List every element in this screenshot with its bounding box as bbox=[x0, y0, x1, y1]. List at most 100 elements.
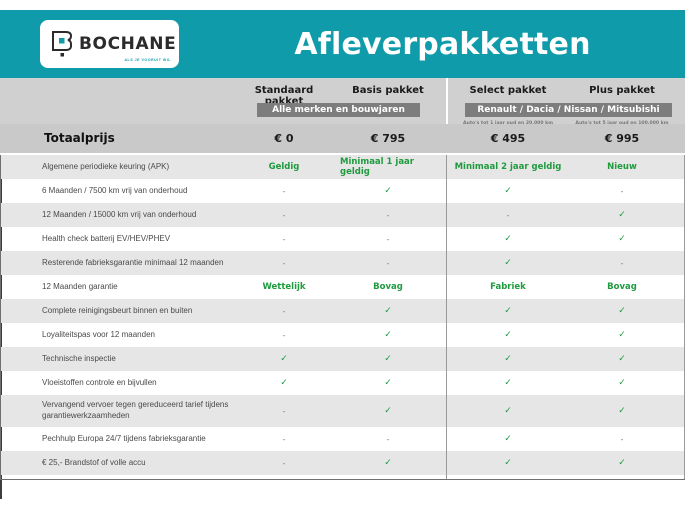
row-feature-label: Pechhulp Europa 24/7 tijdens fabrieksgar… bbox=[42, 433, 206, 443]
column-title-plus: Plus pakket bbox=[589, 85, 655, 96]
cell-plus: - bbox=[620, 434, 624, 444]
cell-plus: Bovag bbox=[607, 282, 637, 292]
cell-basis: - bbox=[386, 210, 390, 220]
cell-plus: - bbox=[620, 258, 624, 268]
cell-basis: Bovag bbox=[373, 282, 403, 292]
group-bar-right: Renault / Dacia / Nissan / Mitsubishi bbox=[465, 103, 672, 117]
cell-select: ✓ bbox=[504, 330, 512, 340]
table-row: Vloeistoffen controle en bijvullen ✓ ✓ ✓ ✓ bbox=[0, 371, 685, 395]
row-accent-bar bbox=[0, 275, 2, 299]
column-note-select: Auto's tot 1 jaar oud en 20.000 km bbox=[452, 121, 564, 126]
table-row: Technische inspectie ✓ ✓ ✓ ✓ bbox=[0, 347, 685, 371]
cell-standaard: Geldig bbox=[268, 162, 300, 172]
cell-basis: ✓ bbox=[384, 378, 392, 388]
cell-select: Fabriek bbox=[490, 282, 526, 292]
total-price-row bbox=[0, 124, 685, 153]
cell-basis: ✓ bbox=[384, 330, 392, 340]
cell-standaard: - bbox=[282, 434, 286, 444]
cell-standaard: Wettelijk bbox=[262, 282, 306, 292]
cell-standaard: - bbox=[282, 210, 286, 220]
bochane-logo: BOCHANE ALS JE VOORUIT WIL bbox=[40, 20, 179, 68]
bochane-logo-tagline: ALS JE VOORUIT WIL bbox=[124, 58, 171, 62]
cell-select: ✓ bbox=[504, 186, 512, 196]
cell-standaard: ✓ bbox=[280, 354, 288, 364]
cell-select: ✓ bbox=[504, 234, 512, 244]
table-row: Resterende fabrieksgarantie minimaal 12 … bbox=[0, 251, 685, 275]
table-row: Algemene periodieke keuring (APK) Geldig M… bbox=[0, 155, 685, 179]
table-row: Pechhulp Europa 24/7 tijdens fabrieksgar… bbox=[0, 427, 685, 451]
table-left-border bbox=[0, 155, 1, 480]
row-accent-bar bbox=[0, 323, 2, 347]
cell-standaard: - bbox=[282, 458, 286, 468]
table-bottom-border bbox=[0, 479, 685, 480]
row-accent-bar bbox=[0, 427, 2, 451]
table-row: 12 Maanden garantie Wettelijk Bovag Fabriek… bbox=[0, 275, 685, 299]
cell-plus: - bbox=[620, 186, 624, 196]
cell-basis: Minimaal 1 jaar geldig bbox=[340, 157, 414, 177]
cell-plus: ✓ bbox=[618, 354, 626, 364]
cell-basis: - bbox=[386, 258, 390, 268]
cell-plus: ✓ bbox=[618, 378, 626, 388]
row-accent-bar bbox=[0, 227, 2, 251]
table-row: Complete reinigingsbeurt binnen en buite… bbox=[0, 299, 685, 323]
cell-basis: ✓ bbox=[384, 306, 392, 316]
column-title-standaard: Standaard pakket bbox=[254, 85, 314, 107]
cell-plus: ✓ bbox=[618, 210, 626, 220]
cell-select: ✓ bbox=[504, 434, 512, 444]
row-feature-label: 12 Maanden / 15000 km vrij van onderhoud bbox=[42, 209, 197, 219]
cell-basis: ✓ bbox=[384, 458, 392, 468]
row-feature-label: Loyaliteitspas voor 12 maanden bbox=[42, 329, 155, 339]
page-banner: BOCHANE ALS JE VOORUIT WIL Afleverpakket… bbox=[0, 10, 685, 78]
row-feature-label: Algemene periodieke keuring (APK) bbox=[42, 161, 170, 171]
cell-basis: - bbox=[386, 434, 390, 444]
cell-select: ✓ bbox=[504, 258, 512, 268]
row-feature-label: 6 Maanden / 7500 km vrij van onderhoud bbox=[42, 185, 188, 195]
price-basis: € 795 bbox=[370, 132, 406, 145]
row-feature-label: € 25,- Brandstof of volle accu bbox=[42, 457, 146, 467]
cell-select: ✓ bbox=[504, 354, 512, 364]
cell-standaard: - bbox=[282, 258, 286, 268]
table-row: € 25,- Brandstof of volle accu - ✓ ✓ ✓ bbox=[0, 451, 685, 475]
header-group-divider bbox=[446, 78, 448, 153]
cell-plus: ✓ bbox=[618, 406, 626, 416]
column-title-select: Select pakket bbox=[469, 85, 547, 96]
table-row: 6 Maanden / 7500 km vrij van onderhoud - ✓… bbox=[0, 179, 685, 203]
cell-select: ✓ bbox=[504, 306, 512, 316]
column-note-plus: Auto's tot 5 jaar oud en 100.000 km bbox=[566, 121, 678, 126]
cell-select: - bbox=[506, 210, 510, 220]
cell-standaard: - bbox=[282, 186, 286, 196]
bochane-logo-mark-icon bbox=[50, 29, 74, 59]
bochane-logo-wordmark: BOCHANE bbox=[79, 33, 177, 54]
row-accent-bar bbox=[0, 475, 2, 499]
cell-basis: ✓ bbox=[384, 406, 392, 416]
row-feature-label: Health check batterij EV/HEV/PHEV bbox=[42, 233, 171, 243]
table-row: 12 Maanden / 15000 km vrij van onderhoud… bbox=[0, 203, 685, 227]
table-row: Loyaliteitspas voor 12 maanden - ✓ ✓ ✓ bbox=[0, 323, 685, 347]
cell-standaard: - bbox=[282, 406, 286, 416]
cell-standaard: - bbox=[282, 306, 286, 316]
row-feature-label: Resterende fabrieksgarantie minimaal 12 … bbox=[42, 257, 224, 267]
cell-basis: ✓ bbox=[384, 186, 392, 196]
page-title: Afleverpakketten bbox=[294, 26, 591, 62]
cell-standaard: ✓ bbox=[280, 378, 288, 388]
price-standaard: € 0 bbox=[274, 132, 294, 145]
cell-select: ✓ bbox=[504, 406, 512, 416]
row-accent-bar bbox=[0, 179, 2, 203]
price-select: € 495 bbox=[490, 132, 526, 145]
total-price-label: Totaalprijs bbox=[44, 131, 115, 145]
table-group-divider bbox=[446, 155, 447, 480]
table-row: Vervangend vervoer tegen gereduceerd tar… bbox=[0, 395, 685, 427]
group-bar-left: Alle merken en bouwjaren bbox=[257, 103, 420, 117]
row-feature-label: Vervangend vervoer tegen gereduceerd tar… bbox=[42, 400, 229, 420]
cell-basis: - bbox=[386, 234, 390, 244]
row-feature-label: Vloeistoffen controle en bijvullen bbox=[42, 377, 157, 387]
cell-plus: ✓ bbox=[618, 330, 626, 340]
cell-plus: ✓ bbox=[618, 458, 626, 468]
cell-select: ✓ bbox=[504, 458, 512, 468]
cell-select: ✓ bbox=[504, 378, 512, 388]
cell-plus: ✓ bbox=[618, 234, 626, 244]
feature-comparison-table: Algemene periodieke keuring (APK) Geldig M… bbox=[0, 155, 685, 499]
table-row: Health check batterij EV/HEV/PHEV - - ✓ ✓ bbox=[0, 227, 685, 251]
row-feature-label: Complete reinigingsbeurt binnen en buite… bbox=[42, 305, 193, 315]
